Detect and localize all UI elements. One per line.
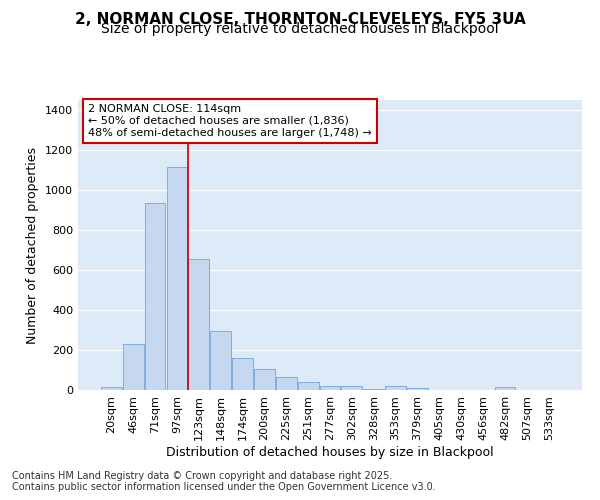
Bar [298, 382, 319, 390]
Text: Contains HM Land Registry data © Crown copyright and database right 2025.
Contai: Contains HM Land Registry data © Crown c… [12, 471, 436, 492]
Bar [364, 389, 384, 390]
Bar [188, 259, 209, 390]
Text: Size of property relative to detached houses in Blackpool: Size of property relative to detached ho… [101, 22, 499, 36]
Bar [407, 388, 428, 390]
Bar [276, 377, 296, 390]
Bar [254, 369, 275, 390]
Text: 2, NORMAN CLOSE, THORNTON-CLEVELEYS, FY5 3UA: 2, NORMAN CLOSE, THORNTON-CLEVELEYS, FY5… [74, 12, 526, 28]
Bar [341, 386, 362, 390]
Bar [123, 344, 143, 390]
Y-axis label: Number of detached properties: Number of detached properties [26, 146, 40, 344]
Bar [494, 387, 515, 390]
Bar [320, 386, 340, 390]
Bar [210, 331, 231, 390]
Bar [232, 358, 253, 390]
Bar [145, 203, 166, 390]
Bar [385, 386, 406, 390]
Bar [101, 387, 122, 390]
Text: 2 NORMAN CLOSE: 114sqm
← 50% of detached houses are smaller (1,836)
48% of semi-: 2 NORMAN CLOSE: 114sqm ← 50% of detached… [88, 104, 372, 138]
X-axis label: Distribution of detached houses by size in Blackpool: Distribution of detached houses by size … [166, 446, 494, 458]
Bar [167, 167, 187, 390]
